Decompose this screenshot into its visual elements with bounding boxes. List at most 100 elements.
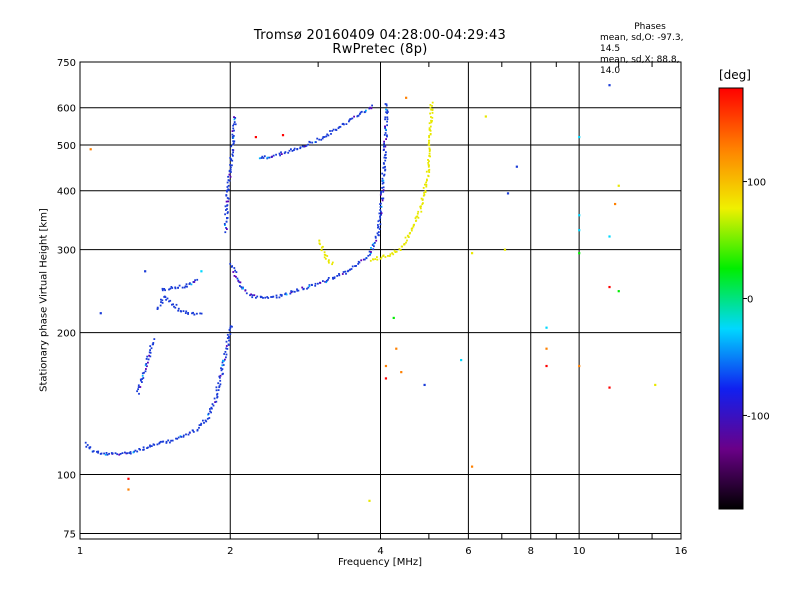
o-mode-echo <box>354 265 356 267</box>
o-mode-echo <box>177 436 180 439</box>
x-tick-label: 2 <box>227 546 233 557</box>
o-mode-echo <box>327 278 329 281</box>
o-mode-echo <box>172 303 174 306</box>
scatter-echo <box>506 192 510 195</box>
o-mode-echo <box>186 285 188 288</box>
o-mode-echo <box>372 242 375 245</box>
phase-colorbar <box>718 87 744 510</box>
phase-stats-o-mode: mean, sd,O: -97.3, 14.5 <box>600 33 684 54</box>
o-mode-echo <box>239 285 241 287</box>
x-mode-echo <box>376 256 378 258</box>
o-mode-echo <box>137 384 140 387</box>
o-mode-echo <box>229 263 232 265</box>
x-mode-echo <box>422 194 425 197</box>
x-mode-echo <box>421 198 424 201</box>
scatter-echo <box>608 235 611 238</box>
o-mode-echo <box>264 296 267 299</box>
o-mode-echo <box>291 290 294 293</box>
o-mode-echo <box>325 281 328 284</box>
scatter-echo <box>578 364 581 368</box>
o-mode-echo <box>232 151 234 154</box>
x-mode-echo <box>429 106 432 109</box>
scatter-echo <box>200 270 203 273</box>
x-mode-echo <box>384 256 387 258</box>
o-mode-echo <box>279 293 282 296</box>
o-mode-echo <box>144 370 147 373</box>
x-mode-echo <box>415 219 418 222</box>
o-mode-echo <box>377 220 380 223</box>
o-mode-echo <box>343 123 345 126</box>
o-mode-echo <box>149 444 151 447</box>
o-mode-echo <box>368 250 371 253</box>
o-mode-echo <box>324 280 326 283</box>
o-mode-echo <box>384 159 387 162</box>
o-mode-echo <box>231 153 234 156</box>
o-mode-echo <box>187 313 189 315</box>
scatter-echo <box>613 202 617 206</box>
o-mode-echo <box>317 282 319 285</box>
o-mode-echo <box>304 145 307 148</box>
o-mode-echo <box>177 307 180 310</box>
x-mode-echo <box>322 245 324 248</box>
o-mode-echo <box>143 371 145 374</box>
o-mode-echo <box>174 287 177 290</box>
o-mode-echo <box>372 248 375 251</box>
o-mode-echo <box>280 153 283 155</box>
o-mode-echo <box>200 424 202 426</box>
o-mode-echo <box>230 145 233 148</box>
o-mode-echo <box>233 129 235 132</box>
o-mode-echo <box>280 151 282 154</box>
y-tick-label: 750 <box>57 58 76 69</box>
o-mode-echo <box>374 241 376 244</box>
o-mode-echo <box>182 310 185 312</box>
x-mode-echo <box>395 250 398 253</box>
o-mode-echo <box>250 293 252 296</box>
o-mode-echo <box>147 446 149 449</box>
scatter-echo <box>127 488 130 491</box>
o-mode-echo <box>228 339 230 342</box>
o-mode-echo <box>356 115 359 117</box>
o-mode-echo <box>357 263 360 265</box>
o-mode-echo <box>251 294 254 297</box>
o-mode-echo <box>218 386 221 389</box>
o-mode-echo <box>332 276 334 279</box>
x-mode-echo <box>413 223 415 226</box>
o-mode-echo <box>338 273 340 275</box>
o-mode-echo <box>290 290 293 292</box>
o-mode-echo <box>321 137 324 140</box>
x-mode-echo <box>318 239 321 242</box>
x-mode-echo <box>429 133 432 136</box>
o-mode-echo <box>275 294 278 297</box>
o-mode-echo <box>161 289 164 292</box>
o-mode-echo <box>221 361 224 364</box>
o-mode-echo <box>225 209 227 211</box>
x-mode-echo <box>424 191 427 193</box>
o-mode-echo <box>147 358 150 361</box>
axis-ticks: 1 2 4 6 8 10 16 75 100 200 300 400 500 600 750 <box>57 58 687 557</box>
o-mode-echo <box>351 117 354 120</box>
o-mode-echo <box>142 446 145 449</box>
x-mode-echo <box>331 263 333 266</box>
o-mode-echo <box>158 441 161 444</box>
o-mode-echo <box>141 381 143 383</box>
o-mode-echo <box>218 375 221 378</box>
o-mode-echo <box>176 437 179 440</box>
x-mode-echo <box>431 108 434 111</box>
o-mode-echo <box>322 136 325 138</box>
o-mode-echo <box>384 168 387 171</box>
o-mode-echo <box>293 290 296 293</box>
o-mode-echo <box>293 149 295 151</box>
o-mode-echo <box>371 104 373 107</box>
o-mode-echo <box>357 260 360 263</box>
plot-frame <box>79 61 682 540</box>
o-mode-echo <box>209 408 211 410</box>
o-mode-echo <box>223 360 225 362</box>
x-mode-echo <box>382 254 385 257</box>
o-mode-echo <box>362 258 365 261</box>
phase-stats-heading: Phases <box>634 22 666 32</box>
o-mode-echo <box>384 125 386 128</box>
o-mode-echo <box>386 118 389 121</box>
o-mode-echo <box>202 419 204 422</box>
o-mode-echo <box>253 294 256 297</box>
x-mode-echo <box>323 256 326 259</box>
